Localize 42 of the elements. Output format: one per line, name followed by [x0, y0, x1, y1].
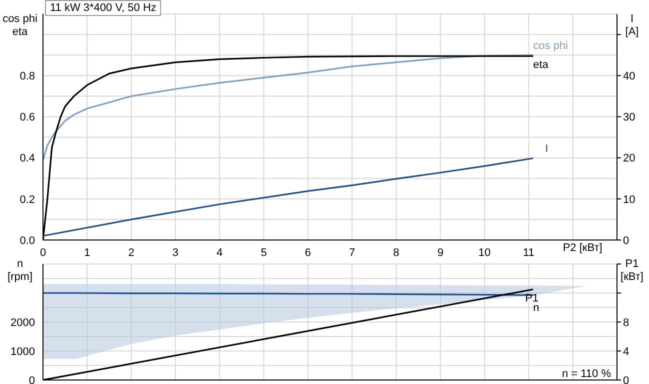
- y2-tick-label: 4: [623, 346, 630, 358]
- y-tick-label: 1000: [10, 346, 35, 358]
- x-tick-label: 9: [437, 246, 444, 259]
- x-tick-label: 5: [260, 246, 267, 259]
- x-tick-label: 3: [172, 246, 179, 259]
- series-label: P1: [525, 292, 539, 304]
- annotation: n = 110 %: [562, 368, 611, 380]
- y2-tick-label: 30: [623, 112, 636, 124]
- x-tick-label: 2: [128, 246, 134, 259]
- x-tick-label: 1: [84, 246, 90, 259]
- y2-tick-label: 0: [623, 234, 630, 247]
- y2-tick-label: 40: [623, 70, 636, 83]
- x-tick-label: 0: [40, 246, 46, 259]
- y-axis-title: cos phi eta: [2, 13, 38, 39]
- y2-axis-title: I [A]: [624, 13, 640, 39]
- y-tick-label: 0.0: [20, 234, 35, 247]
- x-tick-label: 7: [349, 246, 356, 259]
- y-tick-label: 0.2: [20, 194, 35, 206]
- x-axis-title: P2 [кВт]: [562, 242, 602, 254]
- y-tick-label: 0: [28, 374, 35, 384]
- line-series: [43, 157, 534, 237]
- y2-axis-title: P1 [кВт]: [620, 258, 644, 284]
- y-tick-label: 2000: [10, 316, 35, 329]
- y-axis-title: n [rpm]: [6, 258, 34, 284]
- y2-tick-label: 0: [623, 374, 630, 384]
- y2-tick-label: 10: [623, 194, 636, 206]
- y-tick-label: 0.8: [20, 70, 35, 83]
- series-label: eta: [533, 59, 550, 72]
- y-tick-label: 0.6: [20, 112, 35, 124]
- x-tick-label: 6: [304, 246, 311, 259]
- line-series: [43, 54, 534, 161]
- x-tick-label: 8: [393, 246, 400, 259]
- x-tick-label: 10: [478, 246, 491, 259]
- y2-tick-label: 20: [623, 152, 636, 165]
- x-tick-label: 4: [216, 246, 223, 259]
- x-tick-label: 11: [522, 246, 534, 259]
- series-label: I: [545, 143, 548, 156]
- series-label: n: [533, 302, 540, 314]
- chart-title: 11 kW 3*400 V, 50 Hz: [45, 0, 162, 16]
- y2-tick-label: 8: [623, 316, 630, 329]
- series-label: cos phi: [533, 40, 568, 52]
- y-tick-label: 0.4: [20, 152, 35, 165]
